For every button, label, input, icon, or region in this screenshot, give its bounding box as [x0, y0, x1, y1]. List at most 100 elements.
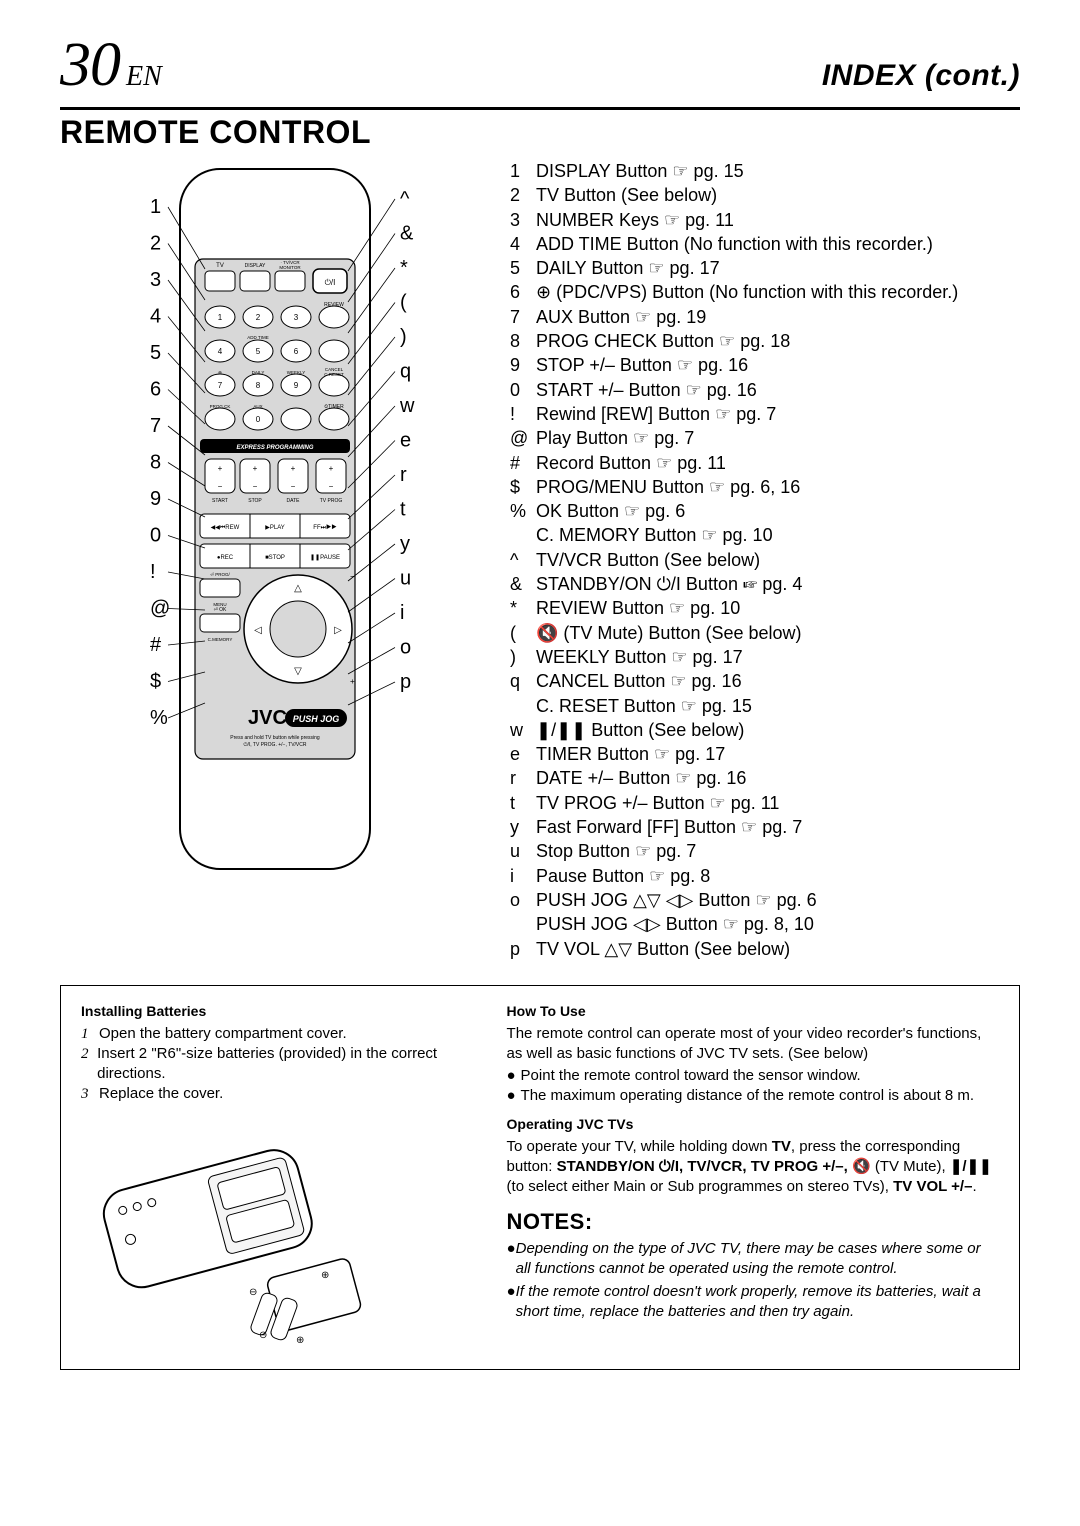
svg-text:⏻/I, TV PROG. +/−, TV/VCR: ⏻/I, TV PROG. +/−, TV/VCR: [244, 742, 307, 748]
reference-symbol: q: [510, 669, 536, 693]
reference-text: AUX Button ☞ pg. 19: [536, 305, 1020, 329]
svg-text:−: −: [291, 482, 296, 491]
svg-text:5: 5: [256, 347, 261, 356]
svg-text:8: 8: [150, 452, 161, 474]
svg-text:0: 0: [150, 525, 161, 547]
svg-text:⊕: ⊕: [321, 1270, 329, 1281]
reference-text: Pause Button ☞ pg. 8: [536, 864, 1020, 888]
svg-text:⊕: ⊕: [218, 370, 222, 375]
svg-text:PROG.CK: PROG.CK: [210, 404, 231, 409]
page-lang: EN: [126, 61, 162, 92]
reference-text: PROG CHECK Button ☞ pg. 18: [536, 329, 1020, 353]
reference-symbol: 7: [510, 305, 536, 329]
operating-bold: ❚/❚❚: [950, 1158, 992, 1175]
svg-text:i: i: [400, 602, 404, 624]
svg-text:C.RESET: C.RESET: [324, 372, 344, 377]
svg-text:MONITOR: MONITOR: [279, 265, 301, 270]
reference-row: iPause Button ☞ pg. 8: [510, 864, 1020, 888]
reference-text: TV PROG +/– Button ☞ pg. 11: [536, 791, 1020, 815]
operating-bold: STANDBY/ON ⏻/I, TV/VCR, TV PROG +/–, 🔇: [557, 1158, 871, 1175]
notes-item: ●If the remote control doesn't work prop…: [507, 1282, 999, 1323]
svg-text:^: ^: [400, 188, 410, 210]
svg-text:●REC: ●REC: [217, 555, 234, 561]
svg-text:⏎ OK: ⏎ OK: [214, 607, 227, 613]
reference-row: $PROG/MENU Button ☞ pg. 6, 16: [510, 475, 1020, 499]
reference-symbol: 1: [510, 159, 536, 183]
reference-symbol: &: [510, 572, 536, 596]
install-step: 2Insert 2 "R6"-size batteries (provided)…: [81, 1044, 467, 1085]
reference-row: %OK Button ☞ pg. 6: [510, 499, 1020, 523]
reference-symbol: ^: [510, 548, 536, 572]
svg-text:w: w: [399, 395, 415, 417]
reference-row: @Play Button ☞ pg. 7: [510, 426, 1020, 450]
reference-row: 8PROG CHECK Button ☞ pg. 18: [510, 329, 1020, 353]
reference-row: 0START +/– Button ☞ pg. 16: [510, 378, 1020, 402]
reference-row: C. RESET Button ☞ pg. 15: [510, 694, 1020, 718]
reference-symbol: *: [510, 596, 536, 620]
reference-row: &STANDBY/ON ⏻/I Button ☞ pg. 4: [510, 572, 1020, 596]
svg-text:PUSH JOG: PUSH JOG: [293, 714, 340, 724]
svg-text:△: △: [294, 583, 302, 594]
svg-text:#: #: [150, 634, 162, 656]
svg-text:JVC: JVC: [248, 707, 287, 729]
reference-symbol: w: [510, 718, 536, 742]
svg-text:q: q: [400, 361, 411, 383]
svg-text:ADD TIME: ADD TIME: [247, 335, 268, 340]
reference-text: STANDBY/ON ⏻/I Button ☞ pg. 4: [536, 572, 1020, 596]
svg-text:DATE: DATE: [287, 498, 301, 504]
svg-text:TV: TV: [216, 263, 224, 269]
svg-text:9: 9: [294, 381, 299, 390]
reference-text: REVIEW Button ☞ pg. 10: [536, 596, 1020, 620]
svg-text:*: *: [400, 257, 408, 279]
reference-text: DISPLAY Button ☞ pg. 15: [536, 159, 1020, 183]
remote-control-diagram: TV DISPLAY · TV/VCR MONITOR ⏻/I 1 2 3 4 …: [60, 159, 480, 879]
reference-symbol: (: [510, 621, 536, 645]
reference-row: ^TV/VCR Button (See below): [510, 548, 1020, 572]
install-step: 1Open the battery compartment cover.: [81, 1024, 467, 1044]
reference-symbol: 9: [510, 353, 536, 377]
reference-row: tTV PROG +/– Button ☞ pg. 11: [510, 791, 1020, 815]
reference-text: WEEKLY Button ☞ pg. 17: [536, 645, 1020, 669]
reference-symbol: 2: [510, 183, 536, 207]
reference-text: C. MEMORY Button ☞ pg. 10: [536, 523, 1020, 547]
battery-diagram: ⊖ ⊕ ⊕ ⊖: [81, 1113, 381, 1343]
reference-text: Stop Button ☞ pg. 7: [536, 839, 1020, 863]
svg-text:0: 0: [256, 415, 261, 424]
svg-text:REVIEW: REVIEW: [324, 302, 344, 308]
reference-list: 1DISPLAY Button ☞ pg. 152TV Button (See …: [510, 159, 1020, 961]
svg-text:START: START: [212, 498, 228, 504]
reference-text: C. RESET Button ☞ pg. 15: [536, 694, 1020, 718]
howto-bullets: ●Point the remote control toward the sen…: [507, 1066, 999, 1107]
reference-symbol: 8: [510, 329, 536, 353]
reference-symbol: o: [510, 888, 536, 912]
svg-text:FF⏭▶▶: FF⏭▶▶: [313, 524, 336, 531]
svg-text:−: −: [218, 482, 223, 491]
reference-symbol: 0: [510, 378, 536, 402]
reference-row: PUSH JOG ◁▷ Button ☞ pg. 8, 10: [510, 912, 1020, 936]
svg-text:p: p: [400, 671, 411, 693]
reference-text: TV Button (See below): [536, 183, 1020, 207]
info-box: Installing Batteries 1Open the battery c…: [60, 985, 1020, 1370]
svg-text:−: −: [253, 482, 258, 491]
reference-row: !Rewind [REW] Button ☞ pg. 7: [510, 402, 1020, 426]
install-step: 3Replace the cover.: [81, 1084, 467, 1104]
section-title: REMOTE CONTROL: [60, 114, 1020, 151]
svg-text:y: y: [400, 533, 410, 555]
svg-text:!: !: [150, 561, 156, 583]
reference-symbol: !: [510, 402, 536, 426]
svg-text:DAILY: DAILY: [252, 370, 265, 375]
reference-text: ❚/❚❚ Button (See below): [536, 718, 1020, 742]
operating-text-part: (TV Mute),: [871, 1158, 950, 1175]
reference-row: pTV VOL △▽ Button (See below): [510, 937, 1020, 961]
svg-text:o: o: [400, 637, 411, 659]
notes-title: NOTES:: [507, 1207, 999, 1237]
svg-text:4: 4: [150, 306, 161, 328]
svg-text:4: 4: [218, 347, 223, 356]
svg-text:STOP: STOP: [248, 498, 262, 504]
svg-text:3: 3: [150, 269, 161, 291]
svg-text:1: 1: [218, 313, 223, 322]
reference-row: 9STOP +/– Button ☞ pg. 16: [510, 353, 1020, 377]
remote-diagram-column: TV DISPLAY · TV/VCR MONITOR ⏻/I 1 2 3 4 …: [60, 159, 480, 961]
reference-symbol: @: [510, 426, 536, 450]
svg-text:): ): [400, 326, 407, 348]
